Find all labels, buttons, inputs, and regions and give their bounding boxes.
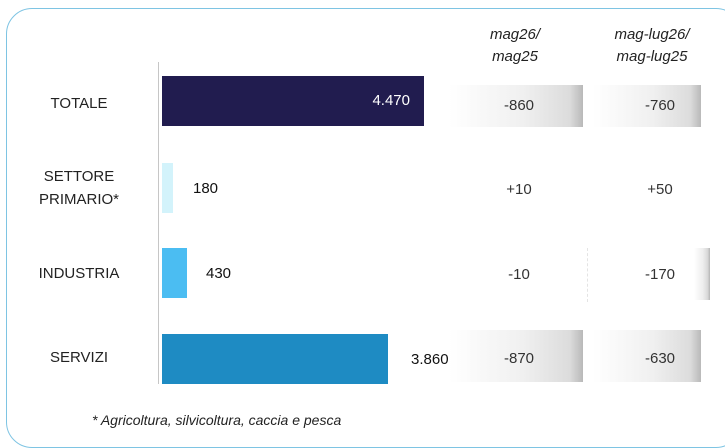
- bar-servizi: [162, 334, 388, 384]
- value-label-industria: 430: [206, 265, 232, 282]
- bar-settore-primario: [162, 163, 173, 213]
- cell-bg-industria-col2: [694, 248, 710, 300]
- column-header-mag26-mag25: mag26/ mag25: [489, 26, 541, 65]
- bar-totale: [162, 76, 424, 126]
- cell-servizi-col2: -630: [644, 350, 676, 367]
- value-label-totale: 4.470: [372, 92, 410, 109]
- category-label-servizi: SERVIZI: [49, 349, 109, 366]
- cell-primario-col2: +50: [647, 181, 673, 198]
- cell-bg-totale-col2: [593, 85, 701, 127]
- cell-bg-servizi-col2: [593, 330, 701, 382]
- footnote: * Agricoltura, silvicoltura, caccia e pe…: [92, 412, 342, 428]
- cell-bg-servizi-col1: [449, 330, 583, 382]
- value-label-servizi: 3.860: [411, 351, 449, 368]
- cell-industria-col2: -170: [644, 266, 676, 283]
- value-label-settore-primario: 180: [193, 180, 219, 197]
- cell-divider: [587, 248, 588, 302]
- category-label-totale: TOTALE: [50, 95, 108, 112]
- cell-totale-col1: -860: [503, 97, 535, 114]
- cell-industria-col1: -10: [508, 266, 530, 283]
- bar-industria: [162, 248, 187, 298]
- cell-primario-col1: +10: [506, 181, 532, 198]
- cell-bg-totale-col1: [449, 85, 583, 127]
- category-axis-line: [158, 62, 159, 384]
- column-header-maglug26-maglug25: mag-lug26/ mag-lug25: [614, 26, 690, 65]
- cell-totale-col2: -760: [644, 97, 676, 114]
- category-label-industria: INDUSTRIA: [38, 265, 120, 282]
- cell-servizi-col1: -870: [503, 350, 535, 367]
- category-label-settore-primario: SETTORE PRIMARIO*: [38, 168, 119, 208]
